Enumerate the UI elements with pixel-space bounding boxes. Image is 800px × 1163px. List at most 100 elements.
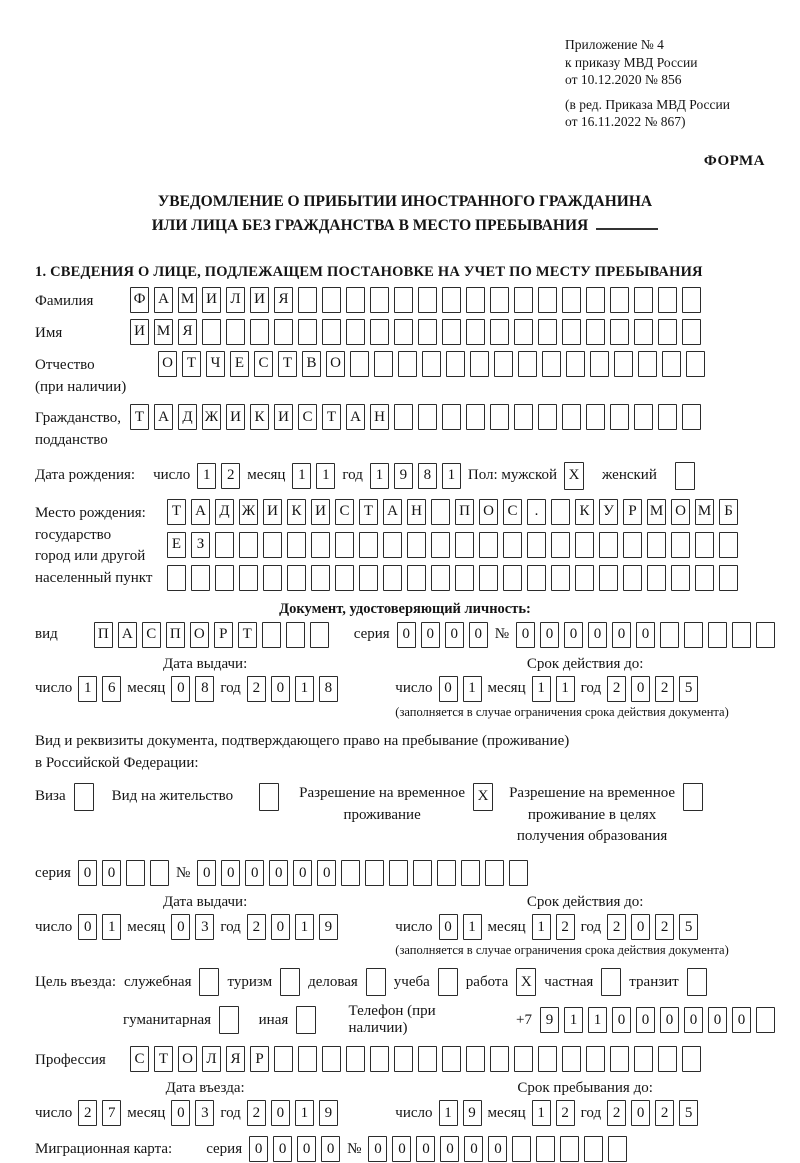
char-cell[interactable] (575, 531, 594, 558)
char-cell[interactable]: 1 (294, 1100, 314, 1127)
char-cell[interactable]: 2 (555, 914, 575, 941)
char-cell[interactable] (359, 564, 378, 591)
char-cell[interactable]: И (226, 404, 245, 431)
char-cell[interactable] (599, 564, 618, 591)
char-cell[interactable] (686, 968, 707, 997)
char-cell[interactable]: 9 (318, 914, 338, 941)
char-cell[interactable] (149, 860, 169, 887)
char-cell[interactable]: Л (226, 286, 245, 313)
char-cell[interactable]: 1 (531, 1100, 551, 1127)
char-cell[interactable]: 0 (396, 621, 416, 648)
char-cell[interactable]: О (158, 350, 177, 377)
char-cell[interactable]: 7 (102, 1100, 122, 1127)
char-cell[interactable] (551, 564, 570, 591)
char-cell[interactable]: А (117, 621, 137, 648)
char-cell[interactable] (261, 621, 281, 648)
char-cell[interactable] (446, 350, 465, 377)
char-cell[interactable] (662, 350, 681, 377)
char-cell[interactable]: 9 (393, 462, 413, 489)
char-cell[interactable]: О (189, 621, 209, 648)
char-cell[interactable]: М (178, 286, 197, 313)
char-cell[interactable]: 5 (679, 675, 699, 702)
char-cell[interactable]: 9 (540, 1007, 559, 1034)
char-cell[interactable]: 1 (462, 675, 482, 702)
char-cell[interactable]: 2 (655, 914, 675, 941)
char-cell[interactable] (527, 564, 546, 591)
char-cell[interactable]: Е (230, 350, 249, 377)
char-cell[interactable] (341, 860, 361, 887)
char-cell[interactable]: 0 (392, 1136, 412, 1163)
char-cell[interactable] (658, 286, 677, 313)
char-cell[interactable]: 0 (732, 1007, 751, 1034)
char-cell[interactable]: 1 (438, 1100, 458, 1127)
char-cell[interactable]: . (527, 498, 546, 525)
char-cell[interactable] (346, 1046, 365, 1073)
char-cell[interactable]: С (130, 1046, 149, 1073)
char-cell[interactable]: 9 (318, 1100, 338, 1127)
char-cell[interactable]: 0 (612, 1007, 631, 1034)
char-cell[interactable]: Т (182, 350, 201, 377)
char-cell[interactable] (634, 1046, 653, 1073)
char-cell[interactable]: 6 (102, 675, 122, 702)
char-cell[interactable]: 0 (631, 675, 651, 702)
char-cell[interactable]: 1 (531, 675, 551, 702)
char-cell[interactable]: 0 (612, 621, 631, 648)
char-cell[interactable]: 5 (679, 914, 699, 941)
char-cell[interactable] (437, 860, 457, 887)
char-cell[interactable]: 2 (607, 675, 627, 702)
char-cell[interactable] (479, 531, 498, 558)
char-cell[interactable]: И (130, 318, 149, 345)
char-cell[interactable] (350, 350, 369, 377)
char-cell[interactable]: М (154, 318, 173, 345)
char-cell[interactable] (274, 318, 293, 345)
char-cell[interactable] (346, 286, 365, 313)
char-cell[interactable] (167, 564, 186, 591)
char-cell[interactable] (311, 531, 330, 558)
char-cell[interactable]: 0 (438, 914, 458, 941)
char-cell[interactable] (335, 531, 354, 558)
char-cell[interactable]: 0 (297, 1136, 317, 1163)
char-cell[interactable]: Т (322, 404, 341, 431)
char-cell[interactable]: 0 (540, 621, 559, 648)
char-cell[interactable]: 0 (416, 1136, 436, 1163)
char-cell[interactable] (215, 531, 234, 558)
char-cell[interactable]: Я (274, 286, 293, 313)
char-cell[interactable] (287, 531, 306, 558)
char-cell[interactable] (394, 404, 413, 431)
char-cell[interactable] (562, 404, 581, 431)
char-cell[interactable] (674, 461, 695, 490)
char-cell[interactable]: Т (154, 1046, 173, 1073)
char-cell[interactable]: 0 (321, 1136, 341, 1163)
char-cell[interactable] (514, 1046, 533, 1073)
char-cell[interactable]: Ж (239, 498, 258, 525)
char-cell[interactable] (584, 1136, 604, 1163)
char-cell[interactable]: 0 (660, 1007, 679, 1034)
char-cell[interactable] (562, 286, 581, 313)
char-cell[interactable] (586, 318, 605, 345)
char-cell[interactable] (562, 318, 581, 345)
char-cell[interactable] (542, 350, 561, 377)
char-cell[interactable]: Ж (202, 404, 221, 431)
char-cell[interactable] (370, 318, 389, 345)
char-cell[interactable]: 0 (293, 860, 313, 887)
char-cell[interactable]: 0 (564, 621, 583, 648)
char-cell[interactable]: 0 (270, 914, 290, 941)
char-cell[interactable]: Р (250, 1046, 269, 1073)
char-cell[interactable] (431, 498, 450, 525)
char-cell[interactable] (610, 318, 629, 345)
char-cell[interactable] (647, 531, 666, 558)
char-cell[interactable]: Т (359, 498, 378, 525)
char-cell[interactable] (514, 404, 533, 431)
char-cell[interactable] (370, 1046, 389, 1073)
char-cell[interactable] (512, 1136, 532, 1163)
char-cell[interactable]: И (311, 498, 330, 525)
char-cell[interactable]: 0 (270, 1100, 290, 1127)
char-cell[interactable] (466, 404, 485, 431)
char-cell[interactable] (219, 1006, 240, 1035)
char-cell[interactable]: С (503, 498, 522, 525)
char-cell[interactable]: 0 (368, 1136, 388, 1163)
char-cell[interactable] (346, 318, 365, 345)
char-cell[interactable]: 3 (195, 1100, 215, 1127)
char-cell[interactable]: 8 (195, 675, 215, 702)
char-cell[interactable] (610, 1046, 629, 1073)
